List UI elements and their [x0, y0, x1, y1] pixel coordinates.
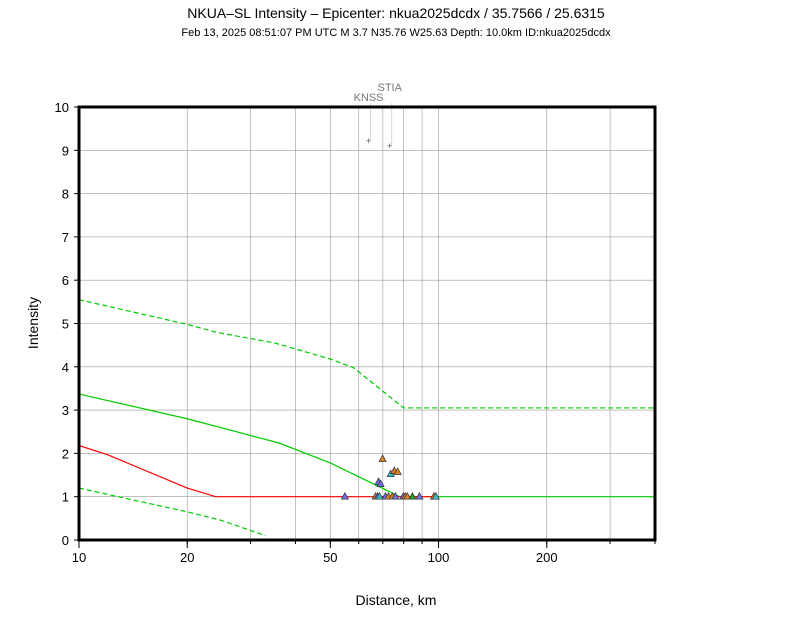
observation-triangle	[408, 491, 417, 500]
observation-triangle	[375, 491, 384, 500]
observation-triangle	[403, 491, 412, 500]
observation-triangle	[340, 491, 349, 500]
station-marker: +	[387, 141, 392, 151]
y-tick-label: 7	[62, 230, 69, 245]
chart-subtitle: Feb 13, 2025 08:51:07 PM UTC M 3.7 N35.7…	[181, 27, 611, 39]
observation-triangle	[391, 491, 400, 500]
curve-ipe	[78, 445, 439, 498]
observation-triangle	[376, 479, 385, 487]
observation-triangle	[393, 467, 402, 475]
x-tick-label: 200	[536, 550, 558, 565]
observation-triangle	[431, 491, 440, 500]
observation-triangle	[415, 491, 424, 500]
plot-frame	[77, 105, 657, 542]
y-tick-label: 2	[62, 446, 69, 461]
x-tick-label: 50	[323, 550, 337, 565]
y-tick-label: 4	[62, 360, 69, 375]
y-tick-label: 5	[62, 317, 69, 332]
station-label: KNSS	[354, 92, 384, 104]
station-marker: +	[366, 136, 371, 146]
y-tick-label: 9	[62, 143, 69, 158]
x-tick-label: 10	[72, 550, 86, 565]
station-label: STIA	[378, 82, 403, 94]
x-tick-label: 100	[428, 550, 450, 565]
curve-gmice-1-sigma	[78, 299, 655, 409]
y-tick-label: 10	[55, 100, 69, 115]
x-axis-label: Distance, km	[356, 592, 437, 608]
observation-triangle	[378, 454, 387, 462]
y-tick-label: 6	[62, 273, 69, 288]
curve-gmice-1-sigma	[78, 487, 266, 537]
curve-gmice-mean	[78, 393, 655, 498]
y-tick-label: 0	[62, 533, 69, 548]
chart-title: NKUA–SL Intensity – Epicenter: nkua2025d…	[187, 5, 605, 21]
y-tick-label: 3	[62, 403, 69, 418]
x-tick-label: 20	[180, 550, 194, 565]
y-tick-label: 8	[62, 187, 69, 202]
y-tick-label: 1	[62, 490, 69, 505]
y-axis-label: Intensity	[25, 297, 41, 349]
